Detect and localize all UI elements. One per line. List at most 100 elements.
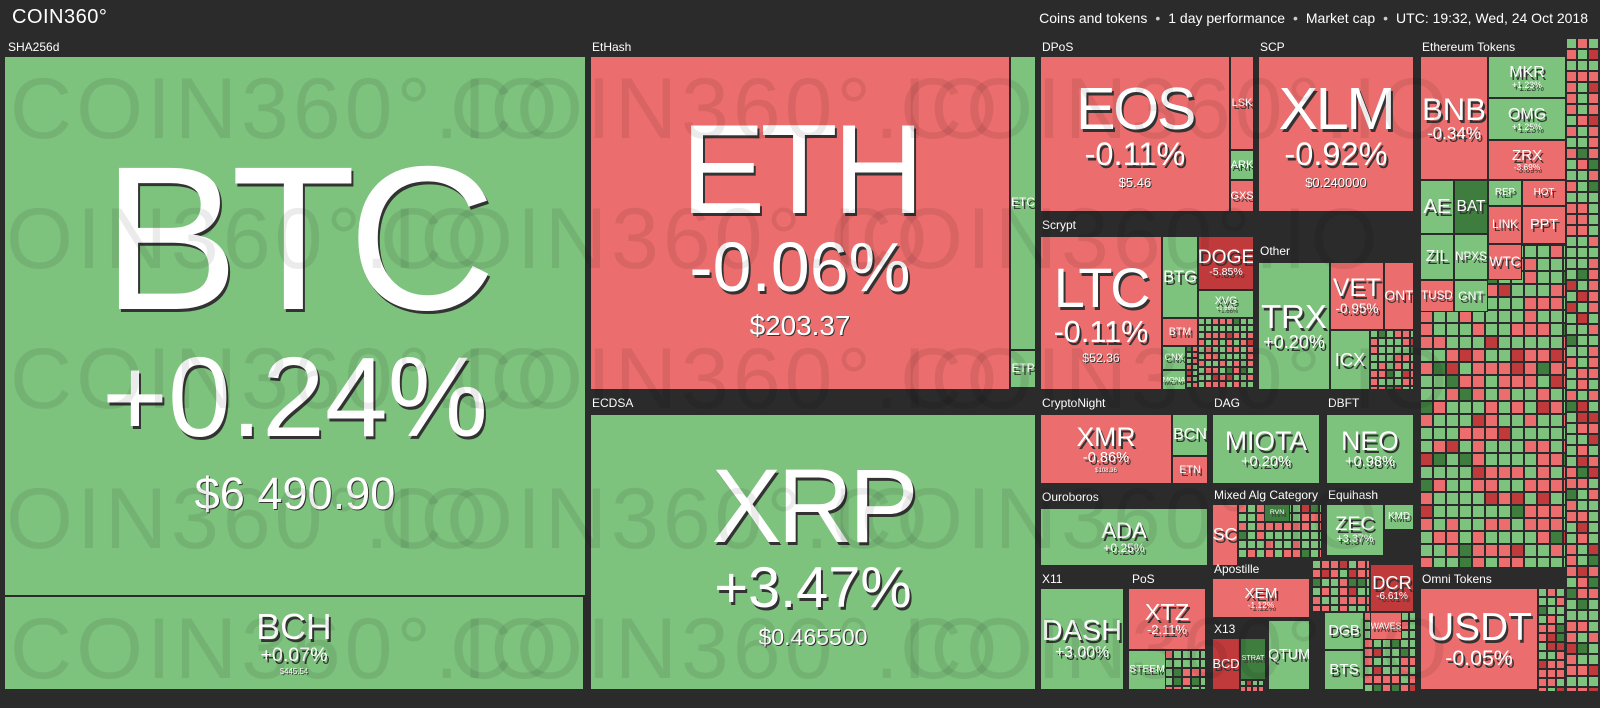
mini-tile [1588, 511, 1599, 522]
coin-tile[interactable]: HOT [1522, 180, 1566, 206]
coin-tile[interactable]: ETN [1172, 456, 1208, 484]
coin-tile[interactable]: XVG +1.66% [1198, 290, 1254, 318]
coin-tile[interactable]: RVN [1264, 504, 1290, 522]
coin-tile[interactable]: QTUM [1268, 620, 1310, 690]
coin-tile[interactable]: XMR -0.86% $108.36 [1040, 414, 1172, 484]
mini-tile [1226, 325, 1233, 332]
coin-tile[interactable]: WTC [1488, 244, 1522, 280]
mini-tile [1459, 323, 1472, 336]
mini-tile [1378, 378, 1386, 386]
coin-tile[interactable]: LTC -0.11% $52.36 [1040, 236, 1162, 390]
coin-tile[interactable]: WAVES [1370, 612, 1402, 640]
mini-tile [1556, 633, 1565, 642]
coin-tile[interactable]: PPT [1522, 206, 1566, 244]
mini-tile [1420, 531, 1433, 544]
coin-tile[interactable]: ZRX -3.69% [1488, 140, 1566, 180]
mini-tile [1226, 388, 1233, 390]
coin-tile[interactable]: TRX +0.20% [1258, 262, 1330, 390]
mini-tile [1394, 386, 1402, 390]
filter[interactable]: Market cap [1305, 10, 1376, 26]
mini-tile [1577, 412, 1588, 423]
filter[interactable]: Coins and tokens [1039, 10, 1148, 26]
mini-tile [1420, 505, 1433, 518]
coin-tile[interactable]: EOS -0.11% $5.46 [1040, 56, 1230, 212]
coin-tile[interactable]: ICX [1330, 330, 1370, 390]
coin-tile[interactable]: LSK [1230, 56, 1254, 150]
coin-tile[interactable]: DGB [1324, 612, 1364, 650]
coin-tile[interactable]: GNT [1454, 280, 1488, 312]
coin-tile[interactable]: BCH +0.07% $445.54 [4, 596, 584, 690]
coin-tile[interactable]: AE [1420, 180, 1454, 234]
coin-tile[interactable]: ZIL [1420, 234, 1454, 280]
coin-change: -2.11% [1146, 622, 1188, 638]
coin-tile[interactable]: SC [1212, 504, 1238, 566]
mini-tile [1310, 522, 1319, 531]
filter[interactable]: 1 day performance [1168, 10, 1285, 26]
coin-tile[interactable]: BCD [1212, 638, 1240, 690]
logo[interactable]: COIN360° [12, 6, 108, 28]
mini-tile [1391, 639, 1400, 648]
coin-tile[interactable]: MONA [1162, 370, 1186, 390]
mini-tile [1409, 648, 1416, 657]
mini-tile [1402, 346, 1410, 354]
coin-tile[interactable]: STEEM [1128, 650, 1166, 690]
mini-tile [1446, 466, 1459, 479]
mini-tile [1446, 505, 1459, 518]
coin-tile[interactable]: KMD [1384, 504, 1414, 530]
coin-tile[interactable]: TUSD [1420, 280, 1454, 312]
coin-tile[interactable]: BTG [1162, 236, 1198, 318]
coin-tile[interactable]: GXS [1230, 180, 1254, 212]
coin-tile[interactable]: MIOTA +0.20% [1212, 414, 1320, 484]
mini-tile [1240, 332, 1247, 339]
mini-tile [1212, 360, 1219, 367]
coin-tile[interactable]: BTS [1324, 650, 1364, 690]
coin-tile[interactable]: ETP [1010, 350, 1036, 388]
mini-tile [1498, 544, 1511, 557]
coin-tile[interactable]: XRP +3.47% $0.465500 [590, 414, 1036, 690]
mini-tile [1511, 531, 1524, 544]
coin-tile[interactable]: ETC [1010, 56, 1036, 350]
coin-tile[interactable]: DCR -6.61% [1370, 564, 1414, 612]
mini-tile [1566, 467, 1577, 478]
coin-tile[interactable]: DOGE -5.85% [1198, 236, 1254, 290]
coin-tile[interactable]: ETH -0.06% $203.37 [590, 56, 1010, 390]
coin-tile[interactable]: XLM -0.92% $0.240000 [1258, 56, 1414, 212]
coin-tile[interactable]: BNB -0.34% [1420, 56, 1488, 180]
coin-tile[interactable]: ARK [1230, 150, 1254, 180]
mini-tile [1566, 82, 1577, 93]
coin-tile[interactable]: ZEC +3.37% [1326, 504, 1384, 556]
coin-tile[interactable]: OMG +1.25% [1488, 98, 1566, 140]
mini-tile [1247, 504, 1256, 513]
coin-tile[interactable]: NPXS [1454, 234, 1488, 280]
mini-tile [1219, 360, 1226, 367]
coin-name: SC [1212, 524, 1238, 545]
coin-tile[interactable]: MKR +1.23% [1488, 56, 1566, 98]
coin-tile[interactable]: ADA +0.25% [1040, 508, 1208, 566]
mini-tile [1588, 434, 1599, 445]
coin-tile[interactable]: ONT [1384, 262, 1414, 330]
coin-tile[interactable]: CNX [1162, 346, 1186, 370]
filter[interactable]: UTC: 19:32, Wed, 24 Oct 2018 [1396, 10, 1588, 26]
coin-tile[interactable]: LINK [1488, 206, 1522, 244]
mini-tile [1247, 381, 1254, 388]
mini-tile [1524, 427, 1537, 440]
coin-tile[interactable]: BTC +0.24% $6 490.90 [4, 56, 586, 596]
mini-tile [1577, 445, 1588, 456]
coin-name: PPT [1529, 216, 1559, 233]
coin-tile[interactable]: BAT [1454, 180, 1488, 234]
coin-name: MIOTA [1224, 426, 1308, 457]
coin-tile[interactable]: XEM -1.12% [1212, 578, 1310, 618]
coin-tile[interactable]: VET -0.95% [1330, 262, 1384, 330]
coin-tile[interactable]: BCN [1172, 414, 1208, 456]
mini-tile [1182, 668, 1191, 677]
coin-tile[interactable]: STRAT [1240, 638, 1266, 680]
coin-tile[interactable]: DASH +3.00% [1040, 588, 1124, 690]
coin-tile[interactable]: BTM [1162, 318, 1198, 346]
mini-tile [1524, 544, 1537, 557]
mini-tile [1537, 466, 1550, 479]
coin-tile[interactable]: NEO +0.98% [1326, 414, 1414, 484]
mini-tile [1547, 597, 1556, 606]
coin-tile[interactable]: XTZ -2.11% [1128, 588, 1206, 650]
coin-tile[interactable]: USDT -0.05% [1420, 588, 1538, 690]
coin-tile[interactable]: REP [1488, 180, 1522, 206]
